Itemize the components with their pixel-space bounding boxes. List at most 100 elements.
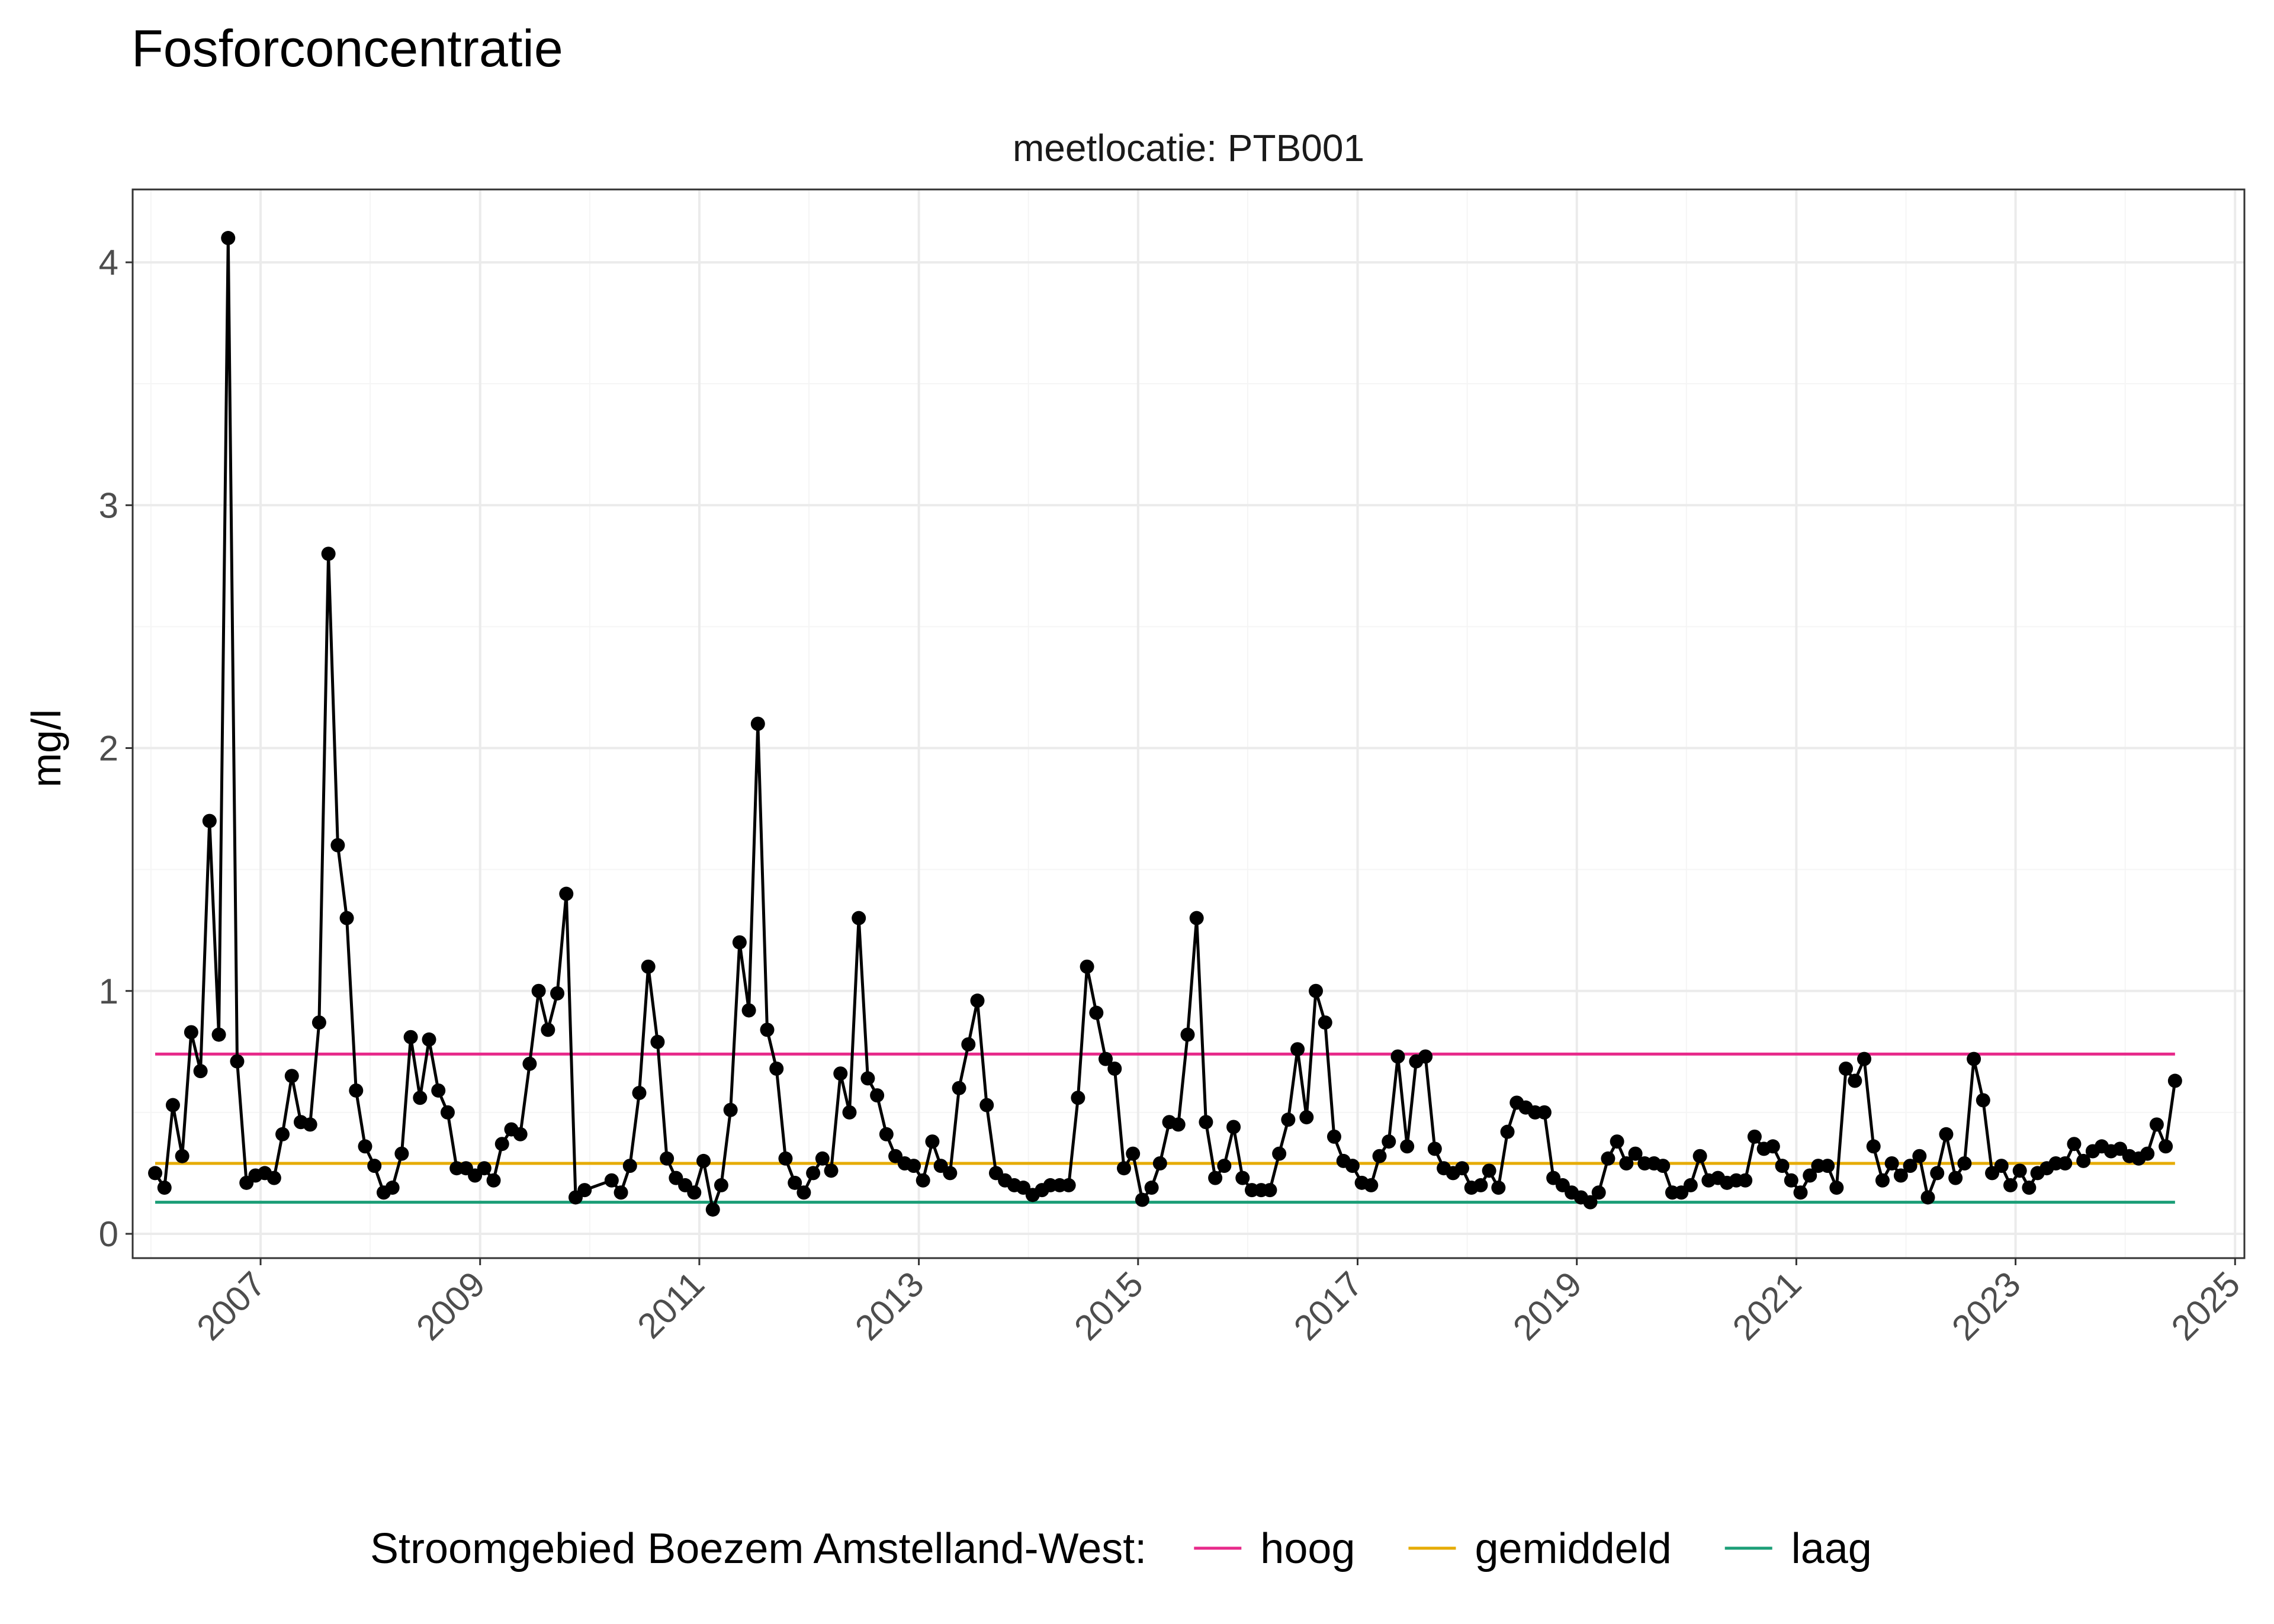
data-point [1765,1139,1780,1154]
x-tick-label: 2007 [189,1264,273,1348]
data-point [394,1146,409,1161]
data-point [1309,983,1324,998]
data-point [1326,1129,1341,1144]
panel-border [131,188,2246,1259]
data-point [202,813,217,828]
data-point [852,911,866,925]
data-point [614,1185,628,1200]
data-point [769,1062,784,1076]
data-point [1619,1156,1634,1171]
data-point [522,1056,537,1071]
data-point [788,1175,802,1190]
panel-background [133,189,2244,1258]
data-point [961,1037,976,1051]
data-point [2149,1117,2164,1132]
data-point [1180,1027,1195,1042]
data-point [1875,1173,1890,1188]
x-tick-label: 2015 [1067,1264,1151,1348]
data-point [431,1083,446,1098]
y-axis: 0 1 2 3 4 [99,243,133,1254]
minor-gridlines [133,189,2244,1258]
data-point [2012,1163,2027,1178]
data-point [1473,1178,1488,1192]
data-point [741,1003,756,1018]
data-point [1884,1156,1899,1171]
x-tick-label: 2013 [847,1264,932,1348]
y-axis-title: mg/l [23,709,69,787]
data-point [1939,1127,1954,1141]
data-point [1903,1159,1918,1173]
x-axis: 2007 2009 2011 2013 2015 2017 2019 2021 2023 2025 [189,1258,2247,1348]
data-point [1775,1159,1790,1173]
data-point [358,1139,372,1154]
data-point [2167,1073,2182,1088]
data-point [1920,1190,1935,1205]
data-point [486,1173,501,1188]
data-point [165,1098,180,1112]
data-point [925,1134,940,1149]
y-tick-label: 2 [99,729,118,768]
data-point [513,1127,528,1141]
data-point [2067,1137,2082,1152]
legend-label-hoog: hoog [1260,1525,1355,1572]
data-point [660,1151,675,1166]
data-point [422,1032,436,1047]
data-point [906,1159,921,1173]
data-point [1135,1192,1149,1207]
data-point [1994,1159,2009,1173]
data-point [796,1185,811,1200]
data-point [284,1069,299,1083]
data-point [1171,1117,1186,1132]
facet-label: meetlocatie: PTB001 [1013,127,1364,169]
data-point [494,1137,509,1152]
data-point [952,1080,966,1095]
y-tick-label: 3 [99,485,118,525]
series-layer [148,231,2182,1217]
data-point [2022,1181,2037,1195]
major-gridlines [133,189,2244,1258]
data-point [833,1066,848,1081]
data-point [385,1181,400,1195]
data-point [2003,1178,2018,1192]
data-point [604,1173,619,1188]
data-point [1454,1161,1469,1176]
data-point [1957,1156,1972,1171]
x-tick-label: 2025 [2164,1264,2248,1348]
y-tick-label: 0 [99,1214,118,1254]
y-tick-label: 1 [99,972,118,1011]
data-point [824,1163,839,1178]
data-point [1372,1149,1387,1163]
data-point [1793,1185,1808,1200]
data-point [714,1178,728,1192]
data-point [184,1025,198,1040]
data-point [1299,1110,1314,1125]
data-point [211,1027,226,1042]
data-point [1099,1051,1113,1066]
data-point [1784,1173,1798,1188]
data-point [778,1151,793,1166]
data-point [687,1185,702,1200]
data-point [750,716,765,731]
data-point [349,1083,364,1098]
data-point [705,1202,720,1217]
data-point [1263,1183,1277,1198]
data-point [860,1071,875,1086]
data-point [1829,1181,1844,1195]
data-point [1893,1168,1908,1183]
data-point [1803,1168,1817,1183]
plot-panel [131,188,2246,1259]
data-point [321,546,336,561]
data-point [1080,959,1094,974]
data-point [1116,1161,1131,1176]
data-point [632,1086,647,1101]
data-point [1364,1178,1379,1192]
data-point [275,1127,290,1141]
data-point [1656,1159,1671,1173]
data-point [806,1166,821,1181]
data-point [1747,1129,1762,1144]
data-point [339,911,354,925]
x-tick-label: 2017 [1286,1264,1370,1348]
data-point [440,1105,455,1120]
data-point [1857,1051,1871,1066]
x-tick-label: 2023 [1944,1264,2028,1348]
